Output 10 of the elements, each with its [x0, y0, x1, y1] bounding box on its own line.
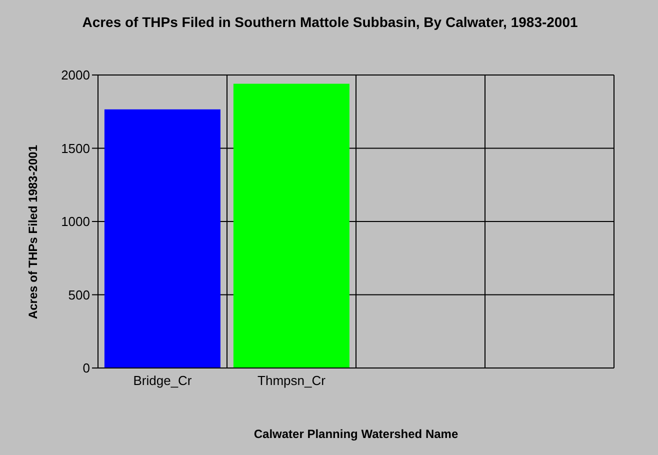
y-tick-label: 2000 [61, 68, 90, 83]
y-tick-label: 1000 [61, 214, 90, 230]
y-axis-title: Acres of THPs Filed 1983-2001 [26, 144, 40, 320]
x-axis-title: Calwater Planning Watershed Name [252, 427, 460, 441]
chart-title: Acres of THPs Filed in Southern Mattole Subbasin, By Calwater, 1983-2001 [81, 13, 579, 32]
y-tick-label: 500 [68, 287, 90, 302]
x-tick-label: Bridge_Cr [133, 373, 192, 388]
y-tick-label: 0 [82, 360, 90, 376]
x-tick-label: Thmpsn_Cr [258, 373, 326, 388]
y-tick-label: 1500 [61, 140, 90, 156]
